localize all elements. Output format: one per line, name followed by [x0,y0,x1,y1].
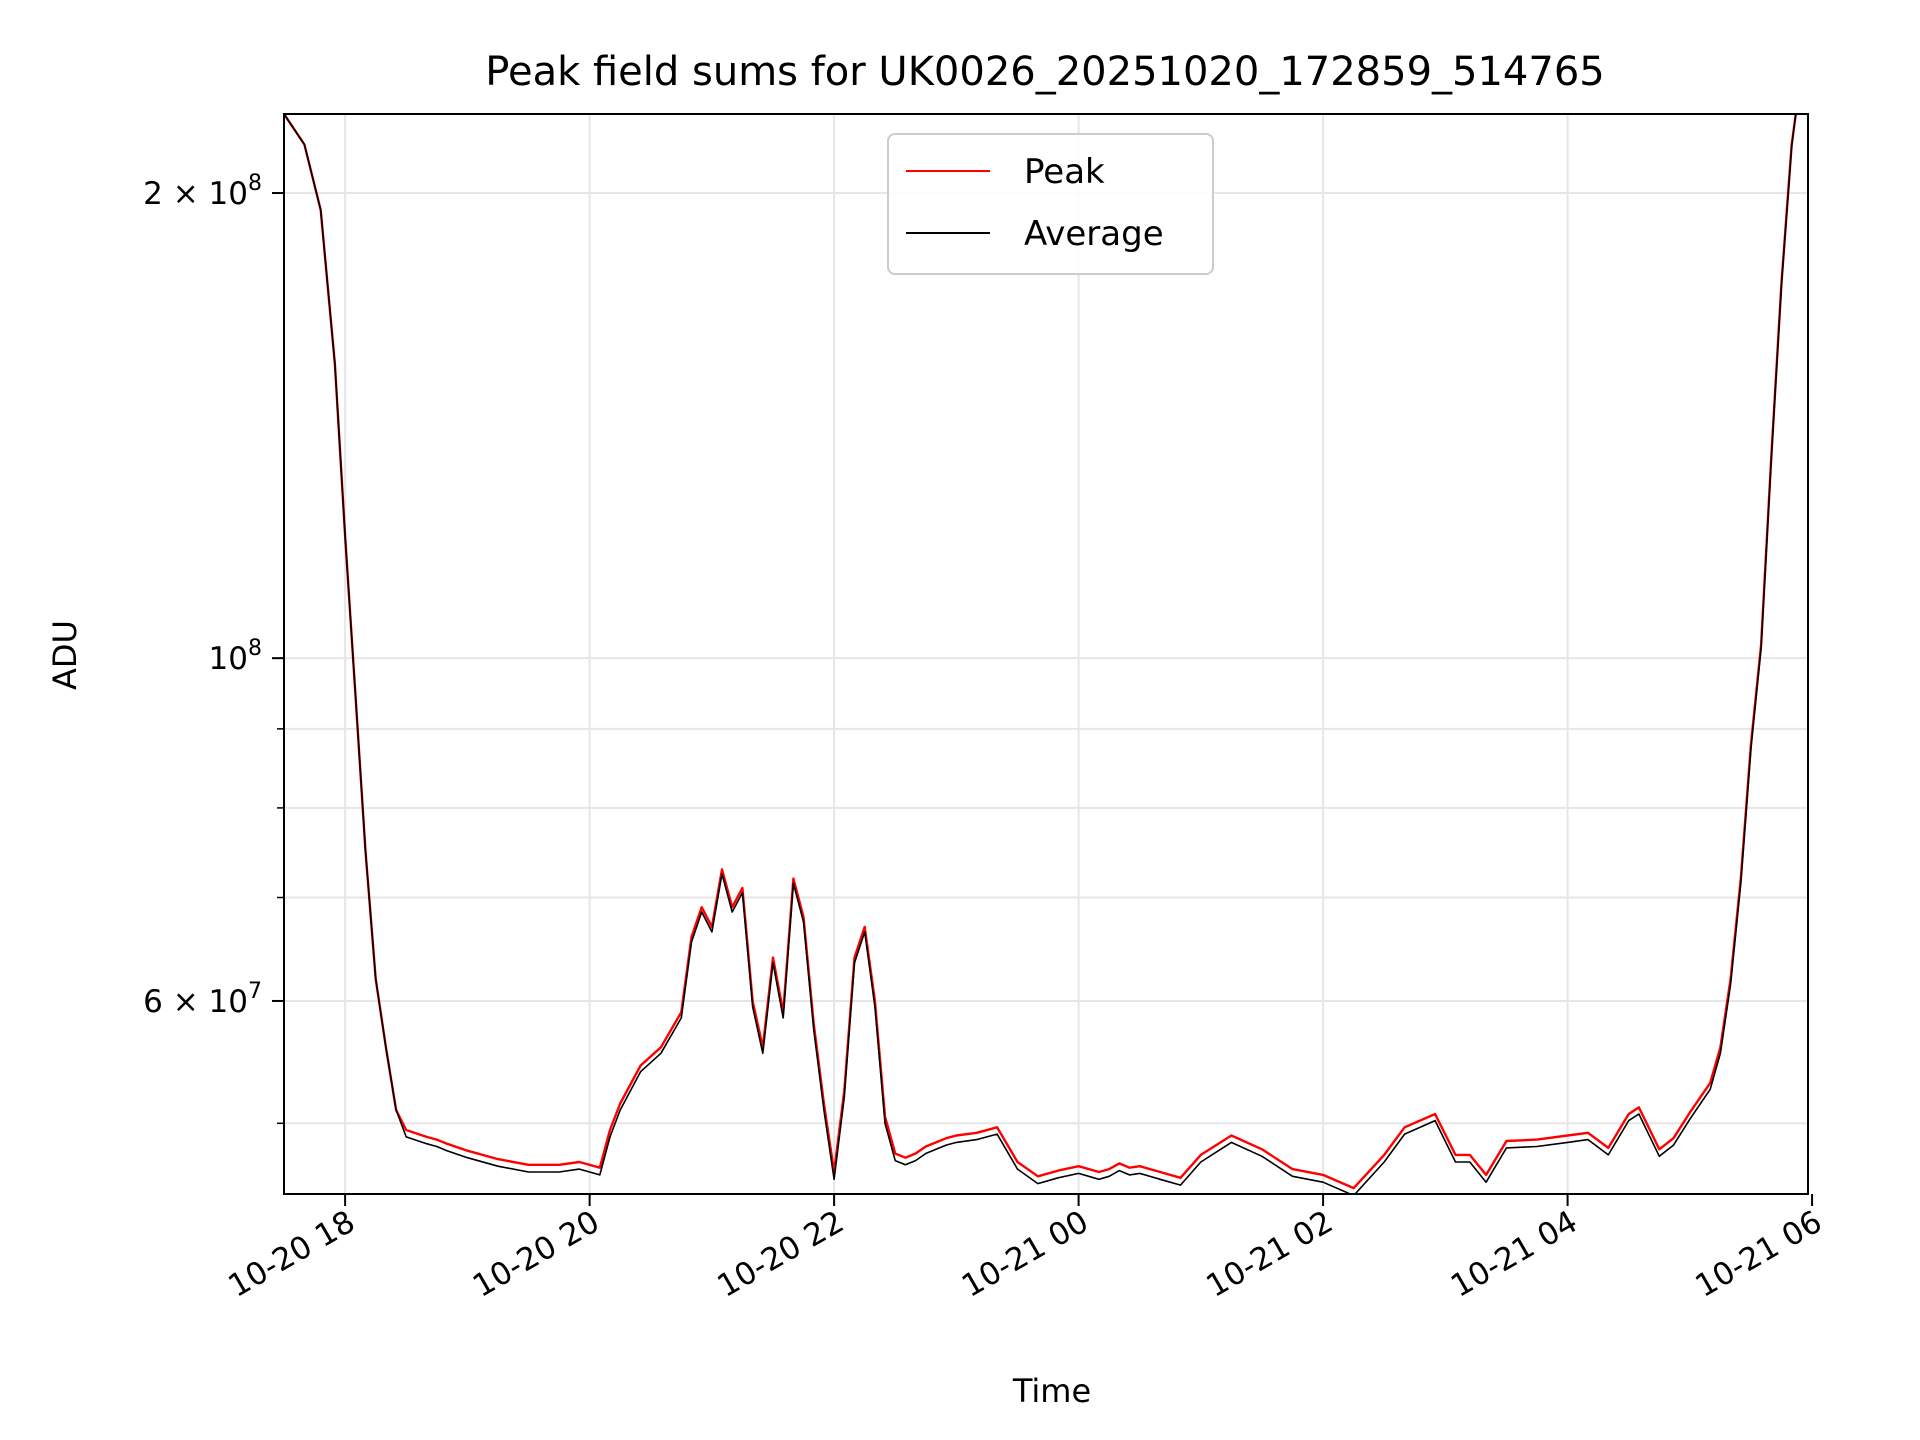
legend-label-average: Average [1024,214,1164,254]
x-tick-label: 10-21 02 [1200,1204,1339,1305]
y-tick-label: 6 × 107 [143,979,262,1020]
x-tick-label: 10-21 00 [956,1204,1095,1305]
chart-title: Peak field sums for UK0026_20251020_1728… [485,49,1604,95]
legend: Peak Average [887,133,1214,275]
y-tick-label: 108 [209,636,262,677]
x-axis: 10-20 18 10-20 20 10-20 22 10-21 00 10-21 02… [222,1194,1828,1305]
legend-box [887,133,1214,275]
legend-label-peak: Peak [1024,152,1105,192]
x-axis-label: Time [1012,1372,1091,1410]
y-axis: 2 × 108 108 6 × 107 [143,171,284,1125]
x-tick-label: 10-21 06 [1689,1204,1828,1305]
y-axis-label: ADU [46,620,84,690]
x-tick-label: 10-20 20 [467,1204,606,1305]
series-layer [284,114,1797,1194]
series-line-average [284,114,1797,1194]
grid-lines [284,114,1808,1194]
plot-frame [283,113,1809,1195]
x-tick-label: 10-20 18 [222,1204,361,1305]
x-tick-label: 10-20 22 [711,1204,850,1305]
y-tick-label: 2 × 108 [143,171,262,212]
x-tick-label: 10-21 04 [1445,1204,1584,1305]
series-line-peak [284,114,1797,1190]
